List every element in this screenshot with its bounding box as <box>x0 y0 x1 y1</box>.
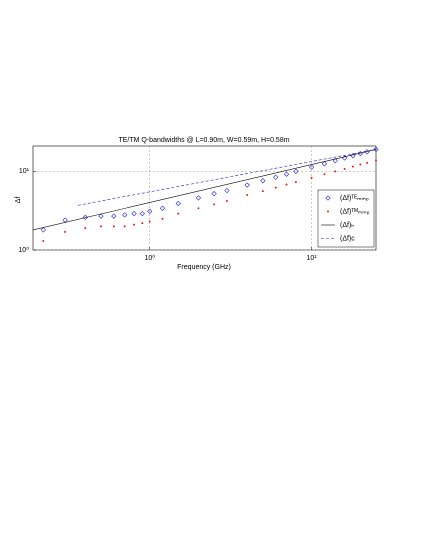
series-line <box>77 149 377 206</box>
data-point <box>343 168 346 171</box>
data-point <box>260 178 266 184</box>
x-tick-label: 10¹ <box>307 255 318 262</box>
data-point <box>224 187 230 194</box>
data-point <box>177 212 180 215</box>
data-point <box>359 163 362 166</box>
data-point <box>112 225 115 228</box>
x-tick-label: 10⁰ <box>144 254 155 262</box>
series-line <box>32 149 377 231</box>
data-point <box>308 164 315 170</box>
data-point <box>373 146 379 153</box>
data-point <box>42 240 45 243</box>
data-point <box>225 199 228 202</box>
data-point <box>84 227 87 230</box>
data-point <box>244 182 250 188</box>
data-point <box>310 176 313 179</box>
data-point <box>195 195 202 201</box>
data-point <box>294 181 297 184</box>
data-point <box>323 173 326 176</box>
legend-label: (Δf)ᵀᴹₘₘₚ <box>340 208 370 215</box>
data-point <box>98 213 104 219</box>
data-point <box>246 194 249 197</box>
data-point <box>161 217 164 220</box>
data-point <box>40 227 46 233</box>
data-point <box>159 205 166 211</box>
data-point <box>366 161 369 164</box>
data-point <box>131 211 137 217</box>
data-point <box>123 225 126 228</box>
legend-symbol <box>325 195 331 201</box>
x-axis-label: Frequency (GHz) <box>177 264 231 271</box>
legend-label: (Δf)ᵀᴱₘₘₚ <box>340 195 369 202</box>
data-point <box>321 161 328 167</box>
data-point <box>197 207 200 210</box>
data-point <box>133 223 136 226</box>
data-point <box>141 222 144 225</box>
data-point <box>111 213 117 219</box>
y-axis-label: Δf <box>15 197 22 204</box>
data-point <box>274 186 277 189</box>
data-point <box>148 220 151 223</box>
data-point <box>64 230 67 233</box>
data-point <box>351 165 354 168</box>
data-point <box>147 208 153 214</box>
data-point <box>100 225 103 228</box>
data-point <box>332 157 338 164</box>
data-point <box>285 183 288 186</box>
y-tick-label: 10¹ <box>19 168 30 175</box>
data-point <box>175 200 181 207</box>
data-point <box>139 211 145 217</box>
data-point <box>283 171 290 177</box>
legend-label: (Δf)ₕ <box>340 222 354 229</box>
data-point <box>213 203 216 206</box>
data-point <box>211 191 217 197</box>
y-tick-label: 10⁰ <box>18 246 29 254</box>
chart-title: TE/TM Q-bandwidths @ L=0.90m, W=0.59m, H… <box>118 137 289 144</box>
data-point <box>122 212 128 218</box>
data-point <box>82 214 88 220</box>
data-point <box>293 168 299 174</box>
legend-symbol <box>327 210 329 213</box>
data-point <box>375 159 377 162</box>
legend-label: (Δf)c <box>340 235 355 242</box>
data-point <box>334 170 337 173</box>
data-point <box>261 190 264 193</box>
data-point <box>273 174 279 180</box>
